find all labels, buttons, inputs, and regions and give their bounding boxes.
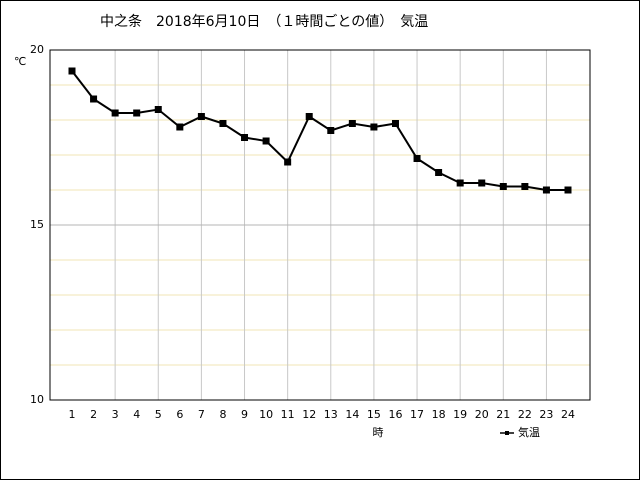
point	[456, 179, 464, 187]
x-tick-label: 21	[496, 408, 510, 421]
x-tick-label: 19	[453, 408, 467, 421]
point	[370, 123, 378, 131]
y-tick-label: 20	[30, 43, 44, 56]
point	[435, 169, 443, 176]
x-axis-label: 時	[373, 426, 384, 439]
point	[521, 183, 529, 190]
legend-label: 気温	[518, 425, 540, 439]
x-tick-label: 11	[281, 408, 295, 421]
point	[499, 183, 507, 190]
x-tick-label: 23	[539, 408, 553, 421]
x-tick-label: 24	[561, 408, 575, 421]
point	[262, 137, 270, 145]
point	[564, 186, 572, 194]
point	[68, 67, 76, 75]
point	[133, 109, 141, 117]
point	[219, 120, 227, 127]
line	[71, 70, 568, 191]
x-tick-label: 3	[112, 408, 119, 421]
point	[241, 134, 249, 141]
x-tick-label: 6	[176, 408, 183, 421]
point	[327, 127, 335, 134]
point	[413, 155, 421, 162]
x-tick-label: 16	[388, 408, 402, 421]
point	[197, 113, 205, 120]
point	[111, 109, 119, 117]
y-axis-label: ℃	[14, 55, 26, 68]
x-tick-label: 12	[302, 408, 316, 421]
x-tick-label: 13	[324, 408, 338, 421]
legend-marker	[505, 431, 509, 435]
point	[305, 113, 313, 120]
plot-frame	[49, 49, 591, 401]
point	[348, 120, 356, 127]
point	[154, 106, 162, 113]
x-tick-label: 1	[69, 408, 76, 421]
chart-title: 中之条 2018年6月10日 （１時間ごとの値） 気温	[100, 13, 428, 30]
x-tick-label: 8	[219, 408, 226, 421]
x-tick-label: 22	[518, 408, 532, 421]
x-tick-label: 4	[133, 408, 140, 421]
point	[542, 186, 550, 194]
point	[478, 179, 486, 187]
y-tick-label: 10	[30, 393, 44, 406]
x-tick-label: 9	[241, 408, 248, 421]
x-tick-label: 15	[367, 408, 381, 421]
point	[176, 123, 184, 131]
x-tick-label: 5	[155, 408, 162, 421]
x-tick-label: 20	[475, 408, 489, 421]
point	[90, 95, 98, 103]
x-tick-label: 18	[432, 408, 446, 421]
point	[284, 158, 292, 166]
x-tick-label: 17	[410, 408, 424, 421]
y-tick-label: 15	[30, 218, 44, 231]
point	[391, 120, 399, 127]
x-tick-label: 14	[345, 408, 359, 421]
x-tick-label: 10	[259, 408, 273, 421]
x-tick-label: 2	[90, 408, 97, 421]
x-tick-label: 7	[198, 408, 205, 421]
